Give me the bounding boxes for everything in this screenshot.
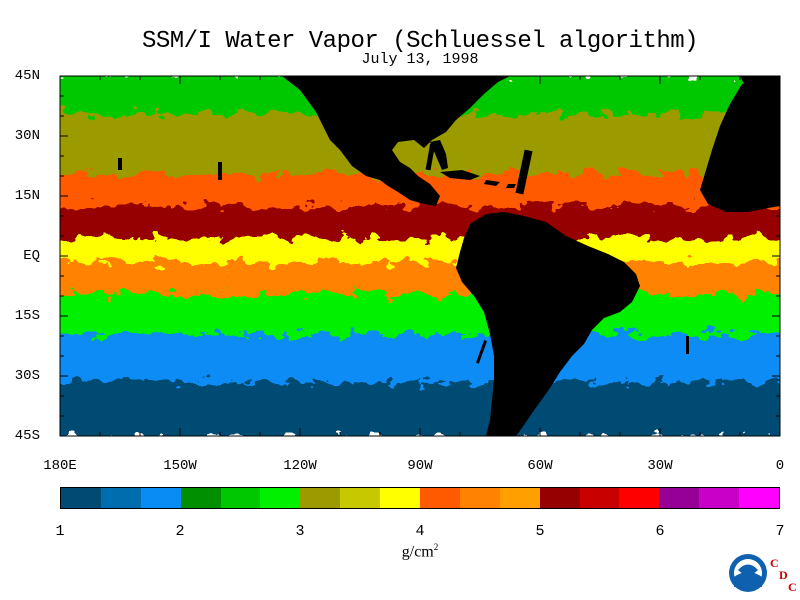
iberia-landmass (740, 76, 780, 98)
cdc-letter: D (779, 568, 788, 582)
noaa-logo (729, 554, 767, 592)
vapor-field (60, 76, 780, 436)
vapor-band (60, 334, 780, 386)
colorbar (60, 487, 780, 509)
vapor-band (60, 262, 780, 298)
island-dot (476, 340, 488, 364)
longitude-label: 0 (775, 458, 785, 474)
north-america-landmass (282, 76, 510, 206)
island-dot (686, 336, 689, 354)
latitude-label: 45N (14, 68, 40, 84)
island-dot (425, 143, 436, 171)
latitude-label: EQ (23, 248, 40, 264)
colorbar-swatch (380, 488, 421, 508)
latitude-label: 15S (14, 308, 40, 324)
colorbar-swatch (180, 488, 221, 508)
latitude-label: 15N (14, 188, 40, 204)
longitude-label: 150W (163, 458, 197, 474)
colorbar-swatch (220, 488, 261, 508)
island-dot (515, 149, 533, 195)
colorbar-swatch (699, 488, 740, 508)
axis-ticks (59, 75, 781, 437)
africa-landmass (700, 76, 780, 212)
colorbar-swatch (459, 488, 500, 508)
colorbar-swatch (61, 488, 101, 508)
colorbar-swatch (619, 488, 660, 508)
colorbar-swatch (499, 488, 540, 508)
colorbar-swatch (140, 488, 181, 508)
hawaii-island (118, 158, 122, 170)
colorbar-swatch (420, 488, 460, 508)
land-masses (118, 76, 780, 436)
cdc-letter: C (788, 580, 797, 594)
vapor-band (60, 294, 780, 338)
colorbar-label: 3 (295, 523, 305, 540)
colorbar-label: 6 (655, 523, 665, 540)
longitude-label: 90W (407, 458, 433, 474)
colorbar-swatch (579, 488, 620, 508)
colorbar-label: 5 (535, 523, 545, 540)
colorbar-label: 7 (775, 523, 785, 540)
latitude-label: 45S (14, 428, 40, 444)
colorbar-swatch (739, 488, 780, 508)
longitude-label: 180E (43, 458, 77, 474)
colorbar-swatch (260, 488, 301, 508)
map-date: July 13, 1998 (361, 51, 479, 68)
cdc-letter: C (770, 556, 779, 570)
vapor-band (60, 206, 780, 242)
colorbar-units: g/cm2 (401, 542, 439, 561)
colorbar-label: 2 (175, 523, 185, 540)
longitude-label: 120W (283, 458, 317, 474)
south-america-landmass (456, 212, 640, 436)
island-dot (218, 162, 222, 180)
colorbar-swatch (300, 488, 341, 508)
vapor-band (60, 238, 780, 266)
longitude-label: 30W (647, 458, 673, 474)
latitude-label: 30S (14, 368, 40, 384)
colorbar-swatch (100, 488, 141, 508)
map-title: SSM/I Water Vapor (Schluessel algorithm) (141, 28, 699, 55)
colorbar-label: 4 (415, 523, 425, 540)
caribbean-islands (440, 170, 516, 188)
latitude-label: 30N (14, 128, 40, 144)
colorbar-swatch (340, 488, 381, 508)
colorbar-swatch (539, 488, 580, 508)
vapor-band (60, 382, 780, 436)
longitude-label: 60W (527, 458, 553, 474)
colorbar-swatch (659, 488, 700, 508)
colorbar-label: 1 (55, 523, 65, 540)
